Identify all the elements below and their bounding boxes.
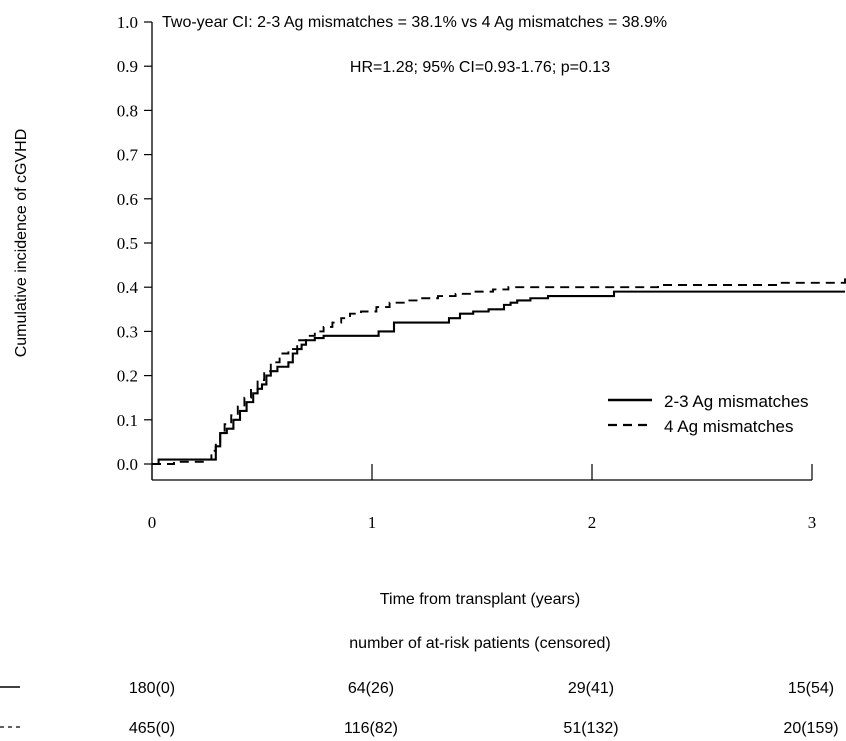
- x-tick-label: 0: [148, 513, 157, 532]
- x-axis-ticks: 0 1 2 3: [148, 464, 817, 532]
- y-tick-label: 0.4: [117, 278, 139, 297]
- at-risk-cell: 180(0): [129, 680, 175, 697]
- y-tick-label: 0.8: [117, 101, 138, 120]
- y-axis-label: Cumulative incidence of cGVHD: [13, 129, 30, 358]
- legend: 2-3 Ag mismatches 4 Ag mismatches: [608, 392, 809, 436]
- x-tick-label: 3: [808, 513, 817, 532]
- y-tick-label: 0.0: [117, 455, 138, 474]
- at-risk-cell: 20(159): [783, 720, 838, 737]
- x-axis-label: Time from transplant (years): [380, 591, 580, 608]
- series-line-2-3-ag: [152, 290, 845, 466]
- x-tick-label: 1: [368, 513, 377, 532]
- y-axis-ticks: 0.0 0.1 0.2 0.3 0.4 0.5 0.6 0.7 0.8 0.9 1.0: [117, 13, 152, 474]
- at-risk-row-dashed: 465(0) 116(82) 51(132) 20(159): [0, 720, 839, 737]
- y-tick-label: 0.3: [117, 322, 138, 341]
- y-tick-label: 0.2: [117, 367, 138, 386]
- annotation-line-1: Two-year CI: 2-3 Ag mismatches = 38.1% v…: [162, 14, 667, 31]
- at-risk-row-solid: 180(0) 64(26) 29(41) 15(54): [0, 680, 834, 697]
- at-risk-title: number of at-risk patients (censored): [349, 635, 610, 652]
- at-risk-cell: 51(132): [563, 720, 618, 737]
- at-risk-cell: 64(26): [348, 680, 394, 697]
- y-tick-label: 1.0: [117, 13, 138, 32]
- at-risk-cell: 116(82): [344, 720, 398, 737]
- y-tick-label: 0.7: [117, 146, 139, 165]
- legend-label-2-3-ag: 2-3 Ag mismatches: [664, 392, 809, 411]
- annotation-line-2: HR=1.28; 95% CI=0.93-1.76; p=0.13: [350, 59, 610, 76]
- at-risk-cell: 15(54): [788, 680, 834, 697]
- legend-label-4-ag: 4 Ag mismatches: [664, 417, 793, 436]
- series-line-4-ag: [152, 278, 846, 465]
- y-tick-label: 0.9: [117, 57, 138, 76]
- at-risk-cell: 29(41): [568, 680, 614, 697]
- at-risk-cell: 465(0): [129, 720, 175, 737]
- y-tick-label: 0.6: [117, 190, 138, 209]
- y-tick-label: 0.5: [117, 234, 138, 253]
- x-tick-label: 2: [588, 513, 597, 532]
- y-tick-label: 0.1: [117, 411, 138, 430]
- series-layer: [152, 278, 846, 466]
